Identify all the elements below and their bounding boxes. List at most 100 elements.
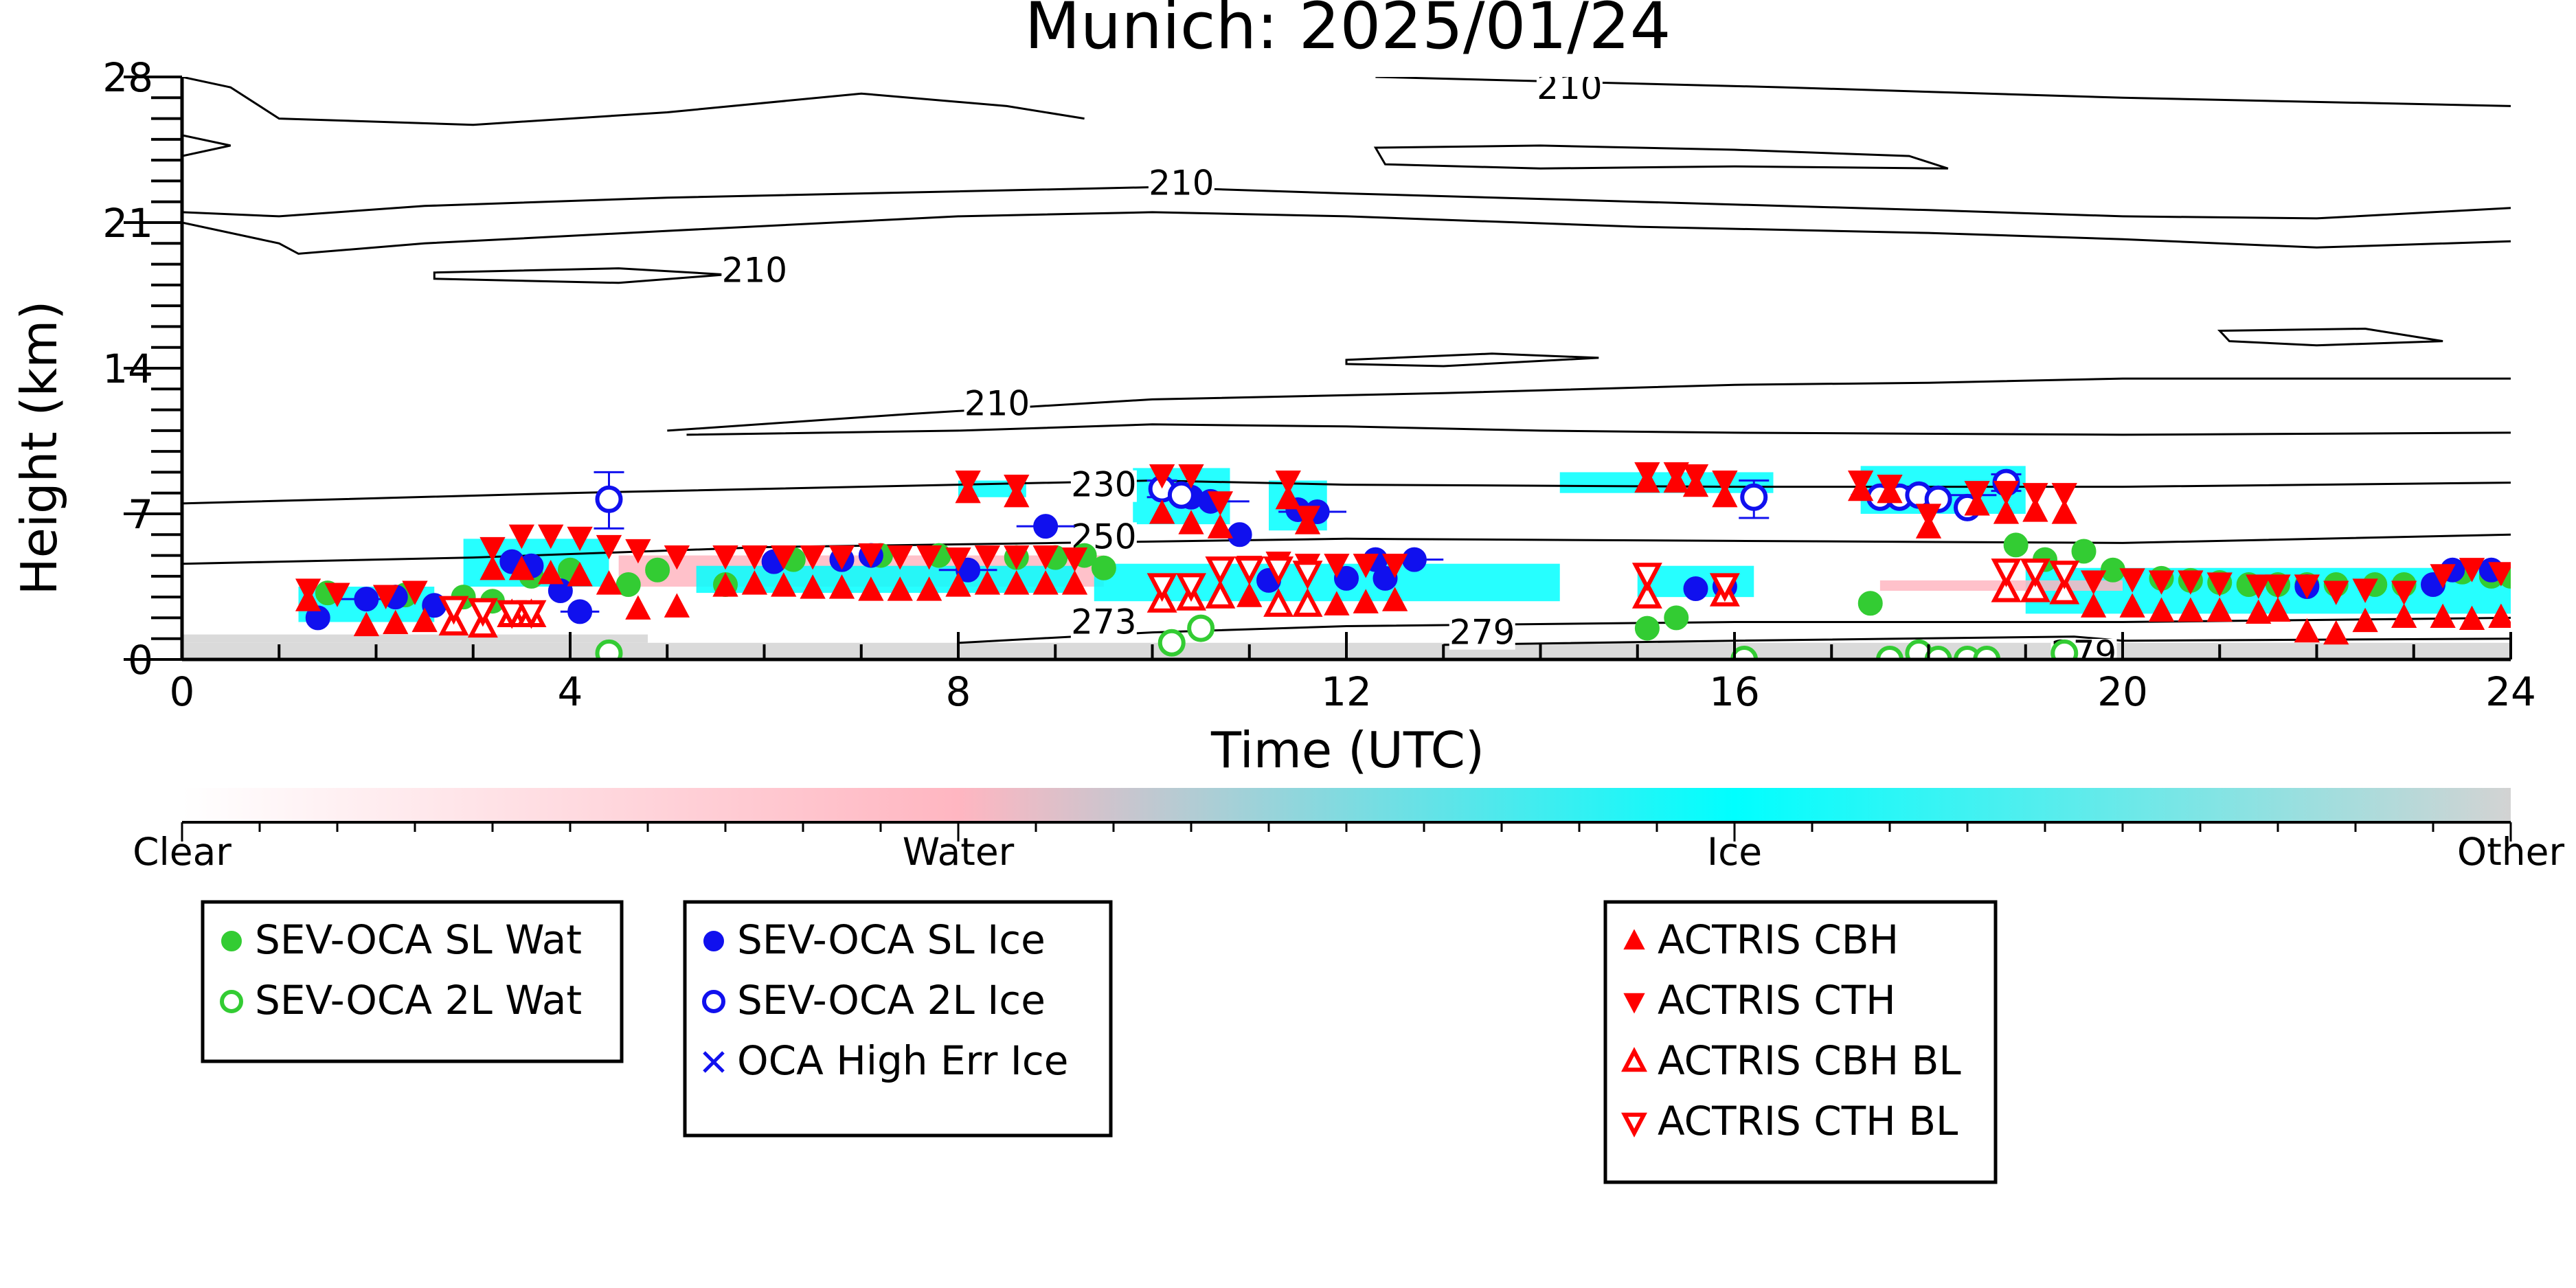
legend-label: SEV-OCA SL Wat [255, 916, 582, 963]
point-actris-cth-bl [1234, 556, 1265, 585]
point-actris-cbh [1032, 570, 1059, 595]
point-actris-cth [945, 547, 971, 572]
point-actris-cth [372, 585, 399, 609]
contour-label-bg [721, 256, 788, 288]
point-actris-cbh [2022, 497, 2048, 522]
contour-label-bg [1070, 470, 1137, 502]
point-sev-oca-sl-wat [1091, 555, 1116, 580]
legend-label: ACTRIS CTH [1658, 977, 1896, 1024]
point-actris-cbh [858, 576, 884, 601]
point-actris-cbh [2080, 593, 2107, 618]
point-actris-cth [771, 545, 797, 570]
point-actris-cbh [712, 572, 738, 597]
point-actris-cbh [383, 609, 409, 635]
point-actris-cth [1275, 470, 1301, 495]
contour-line-230 [182, 479, 2511, 505]
point-actris-cbh [771, 572, 797, 597]
contour-label: 273 [1071, 602, 1136, 642]
point-actris-cth [1207, 491, 1234, 516]
point-actris-cth-bl [497, 600, 528, 629]
point-actris-cth [2391, 580, 2417, 605]
y-tick-label: 14 [102, 346, 153, 392]
legend-box [1603, 900, 1998, 1184]
point-actris-cbh-bl [1631, 580, 1662, 609]
y-axis-title: Height (km) [10, 301, 68, 596]
point-actris-cth-bl [1709, 573, 1740, 602]
point-actris-cbh [974, 570, 1001, 595]
point-actris-cbh [800, 574, 826, 599]
point-actris-cbh-bl [2049, 575, 2080, 605]
legend-label: SEV-OCA 2L Wat [255, 977, 582, 1024]
point-actris-cth [567, 526, 593, 552]
y-tick-label: 21 [102, 200, 153, 247]
point-actris-cth [596, 534, 622, 560]
point-actris-cth [1178, 464, 1204, 489]
point-sev-oca-sl-ice [1334, 565, 1359, 591]
contour-label-bg [964, 389, 1030, 421]
legend-box [201, 900, 624, 1063]
point-actris-cth [916, 545, 942, 570]
point-actris-cbh [828, 574, 855, 599]
contour-label-bg [1148, 168, 1214, 201]
point-actris-cbh [664, 593, 690, 618]
point-actris-cth [2323, 580, 2349, 605]
contour-label-bg [1536, 77, 1603, 105]
legend-label: ACTRIS CBH [1658, 916, 1899, 963]
point-actris-cth [2488, 562, 2511, 587]
point-actris-cth [828, 545, 855, 570]
point-actris-cbh [2119, 593, 2145, 618]
point-sev-oca-sl-wat [645, 557, 670, 583]
legend-marker [1621, 1112, 1647, 1138]
point-actris-cth [508, 524, 535, 550]
legend-label: OCA High Err Ice [737, 1037, 1068, 1084]
point-sev-oca-sl-ice [1372, 565, 1398, 591]
point-actris-cth [1353, 554, 1379, 578]
contour-line-210 [1345, 352, 1599, 368]
point-actris-cth [1993, 481, 2020, 506]
legend-marker [221, 931, 242, 951]
point-actris-cth [625, 539, 651, 564]
point-actris-cth [741, 545, 768, 570]
point-actris-cth [1877, 475, 1903, 499]
contour-label: 210 [722, 251, 787, 291]
point-actris-cth [1712, 470, 1738, 495]
point-actris-cth [1061, 547, 1088, 572]
point-actris-cbh [1207, 514, 1234, 539]
contour-line-210 [182, 134, 231, 157]
x-tick-label: 24 [2485, 668, 2536, 715]
legend-marker [703, 931, 724, 951]
legend-label: ACTRIS CBH BL [1658, 1037, 1961, 1084]
point-actris-cth [295, 578, 321, 603]
contour-line-279 [1443, 635, 2511, 646]
point-sev-oca-sl-ice [354, 587, 379, 612]
point-actris-cbh [1149, 499, 1175, 524]
point-actris-cth [1682, 464, 1709, 489]
point-actris-cbh [741, 570, 768, 595]
point-actris-cbh [916, 576, 942, 601]
point-actris-cbh [2352, 607, 2378, 633]
point-sev-oca-sl-ice [1683, 576, 1708, 602]
point-actris-cbh [2246, 599, 2272, 624]
x-tick-label: 4 [558, 668, 583, 715]
legend-marker [1623, 929, 1645, 950]
legend-marker [703, 1051, 725, 1073]
point-actris-cbh [2206, 597, 2233, 622]
contour-line-210 [1375, 77, 2511, 107]
point-sev-oca-2l-wat [1187, 614, 1215, 642]
point-actris-cbh [2148, 597, 2175, 622]
point-sev-oca-2l-wat [1954, 646, 1981, 659]
point-actris-cbh-bl [2020, 573, 2050, 602]
colorbar-label: Other [2457, 830, 2565, 874]
point-actris-cth-bl [438, 596, 469, 625]
colorbar-gradient [182, 788, 2511, 822]
point-actris-cth [1381, 554, 1408, 578]
point-sev-oca-sl-wat [615, 572, 641, 597]
point-actris-cth-bl [2020, 558, 2050, 587]
point-actris-cbh-bl [1292, 588, 1323, 617]
point-actris-cth [1964, 481, 1990, 506]
point-sev-oca-sl-wat [1857, 591, 1883, 616]
point-sev-oca-sl-ice [1227, 522, 1252, 547]
point-sev-oca-2l-ice [595, 485, 623, 513]
point-actris-cth [2119, 568, 2145, 593]
